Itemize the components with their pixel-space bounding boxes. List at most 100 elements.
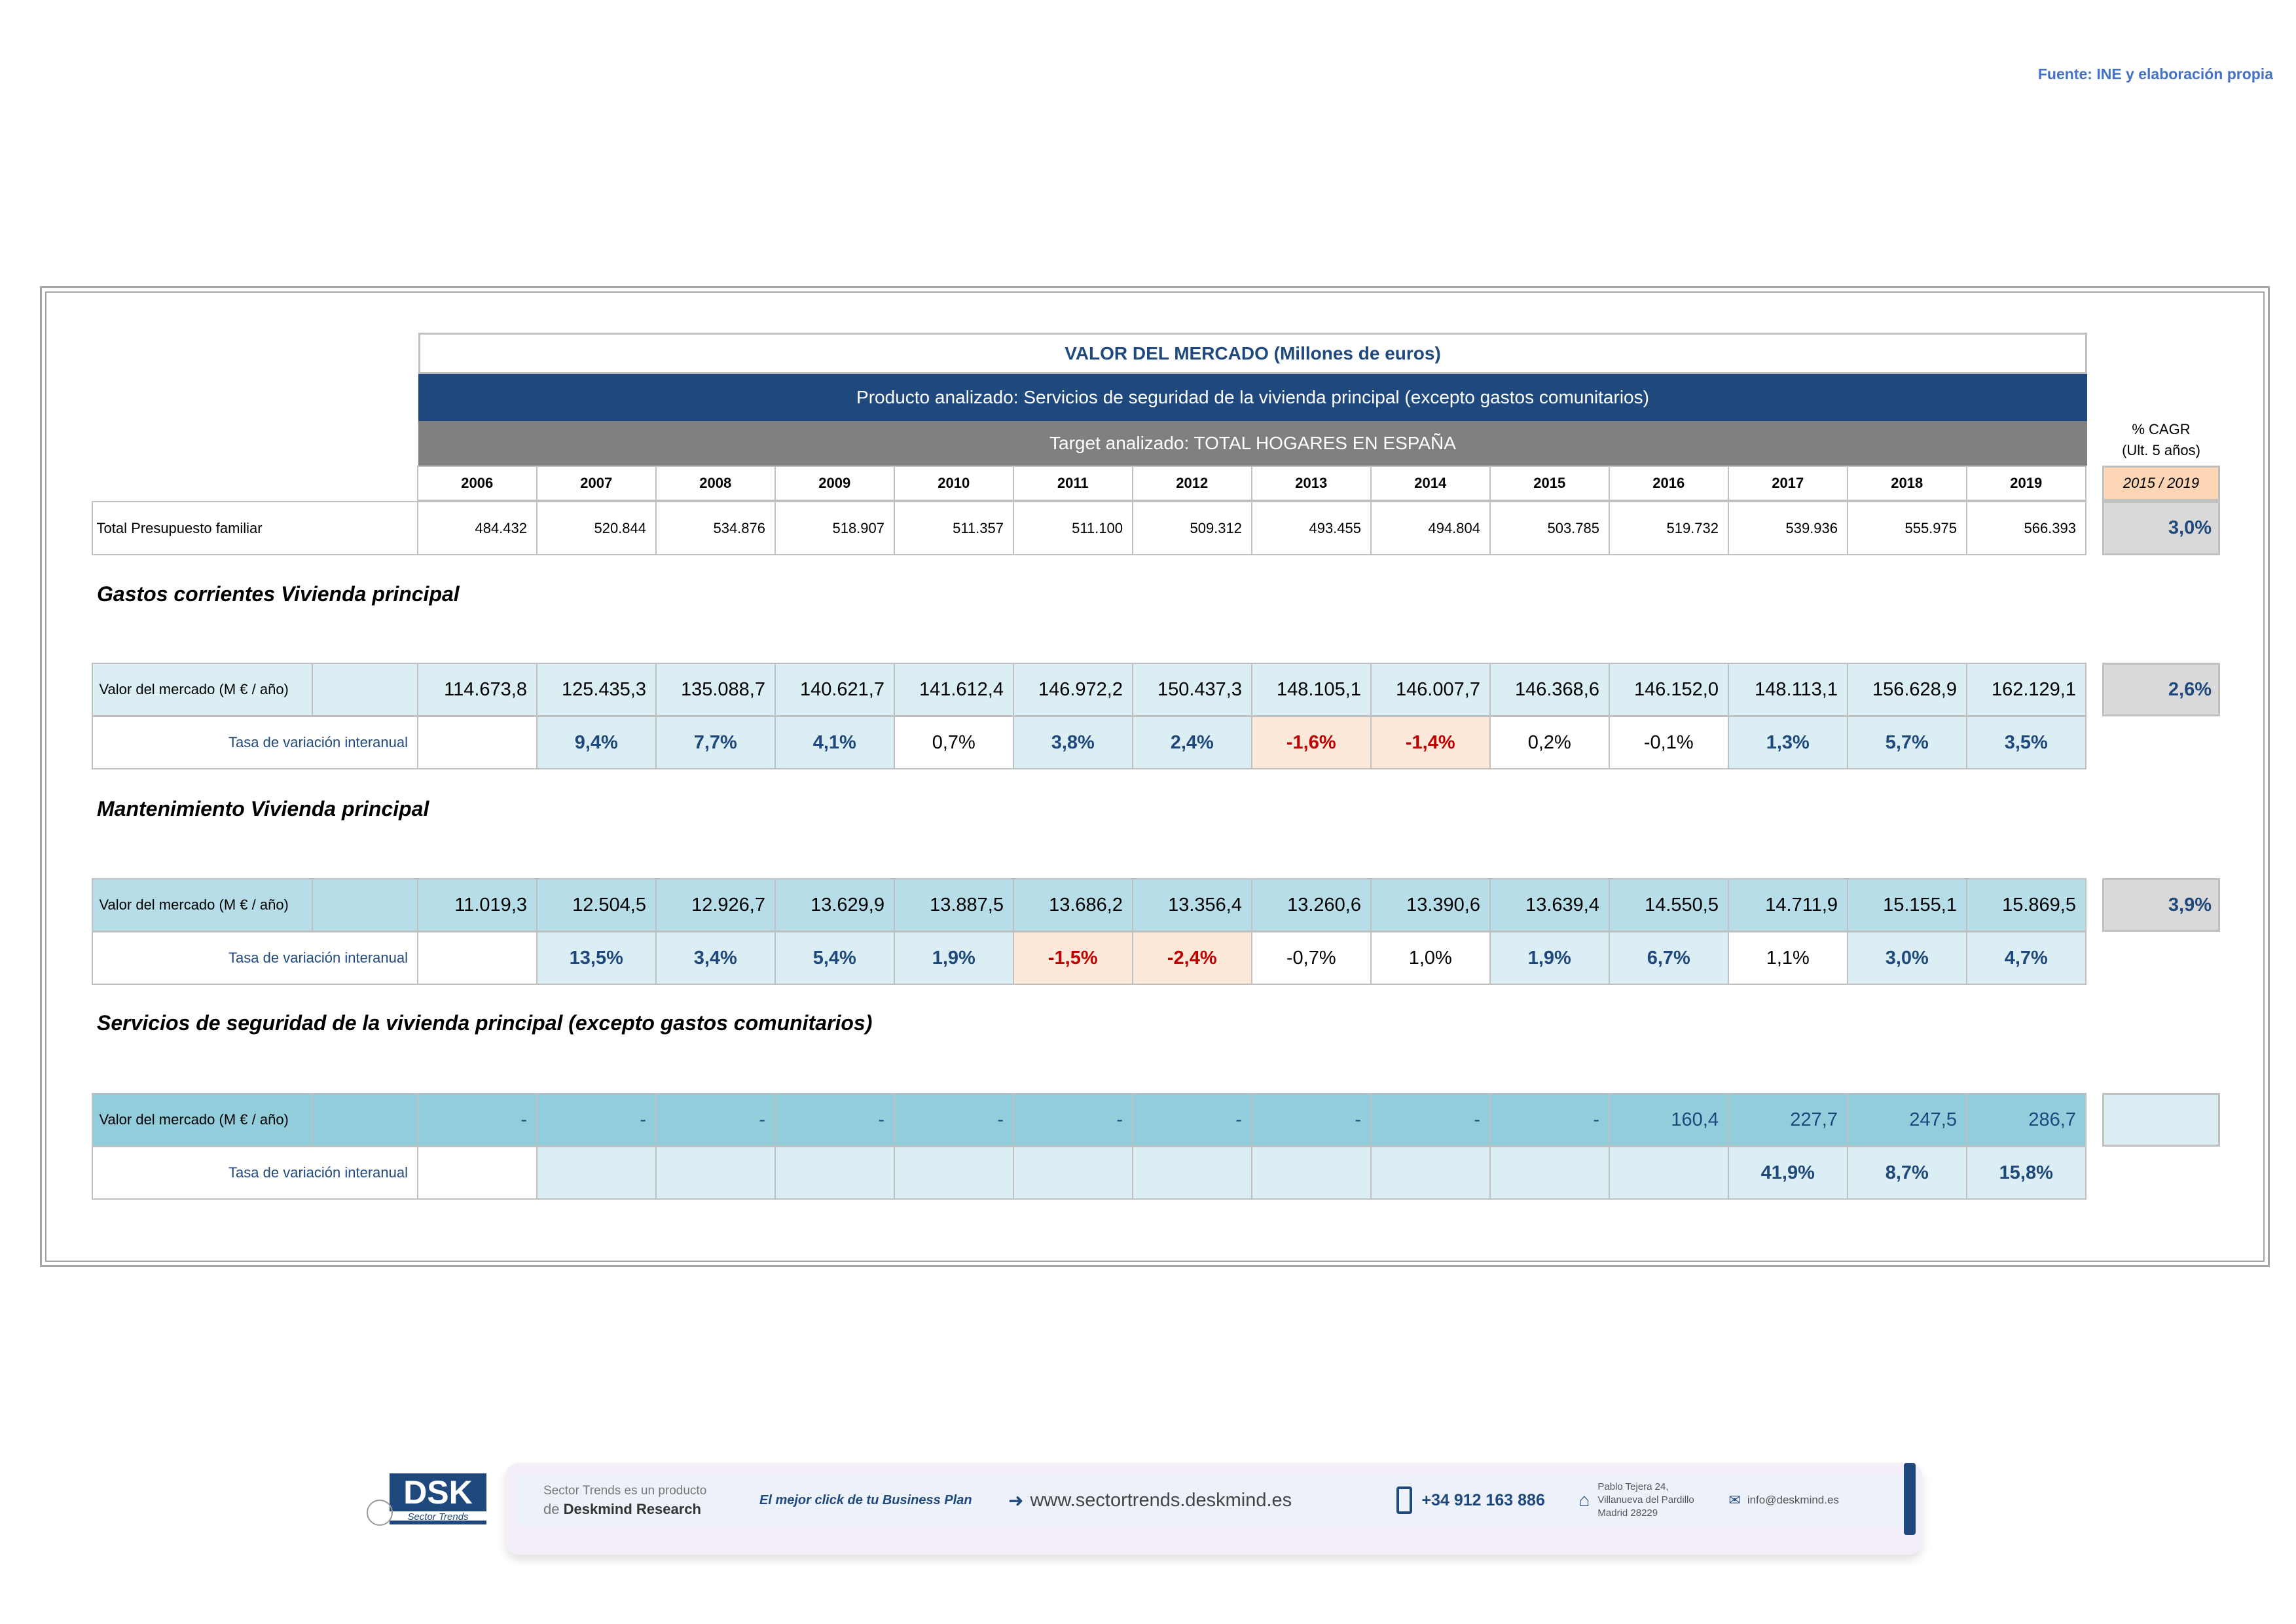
- table-cell: 125.435,3: [536, 663, 657, 716]
- table-cell: 2009: [774, 466, 895, 501]
- table-cell: -0,7%: [1250, 931, 1372, 985]
- table-cell: 520.844: [536, 501, 657, 555]
- table-cell: 503.785: [1489, 501, 1610, 555]
- table-cell: 566.393: [1965, 501, 2086, 555]
- table-cell: [1131, 1146, 1252, 1200]
- table-cell: 2011: [1012, 466, 1133, 501]
- table-cell: -: [655, 1093, 776, 1147]
- logo-mark: DSK: [390, 1473, 486, 1511]
- table-row: Tasa de variación interanual 41,9% 8,7% 15,…: [91, 1146, 2086, 1200]
- table-cell: -: [416, 1093, 538, 1147]
- table-cell: [1608, 1146, 1729, 1200]
- table-cell: 13.639,4: [1489, 878, 1610, 932]
- table-cell: 2008: [655, 466, 776, 501]
- table-cell: 511.357: [893, 501, 1014, 555]
- table-cell: 3,4%: [655, 931, 776, 985]
- table-cell: 1,1%: [1727, 931, 1848, 985]
- table-cell: 13.629,9: [774, 878, 895, 932]
- home-icon: ⌂: [1578, 1490, 1590, 1510]
- table-cell: 8,7%: [1846, 1146, 1967, 1200]
- table-cell: [774, 1146, 895, 1200]
- cagr-header: % CAGR (Ult. 5 años): [2102, 419, 2220, 461]
- table-cell: [416, 931, 538, 985]
- cagr-label: % CAGR: [2132, 421, 2191, 437]
- table-cell: -1,6%: [1250, 716, 1372, 769]
- table-cell: -: [536, 1093, 657, 1147]
- slogan: El mejor click de tu Business Plan: [759, 1492, 972, 1507]
- table-cell: 2006: [416, 466, 538, 501]
- website-link[interactable]: www.sectortrends.deskmind.es: [1030, 1489, 1292, 1511]
- table-cell: 162.129,1: [1965, 663, 2086, 716]
- dsk-logo: DSK Sector Trends: [367, 1473, 486, 1529]
- table-cell: 494.804: [1370, 501, 1491, 555]
- table-cell: -: [1250, 1093, 1372, 1147]
- table-cell: 534.876: [655, 501, 776, 555]
- table-cell: 140.621,7: [774, 663, 895, 716]
- table-cell: 146.972,2: [1012, 663, 1133, 716]
- table-frame: [40, 286, 2270, 1267]
- product-banner: Producto analizado: Servicios de segurid…: [418, 374, 2087, 421]
- table-cell: Valor del mercado (M € / año): [91, 1093, 313, 1147]
- table-cell: 13.356,4: [1131, 878, 1252, 932]
- table-cell: [1370, 1146, 1491, 1200]
- table-cell: 1,0%: [1370, 931, 1491, 985]
- table-cell: 0,7%: [893, 716, 1014, 769]
- table-cell: -2,4%: [1131, 931, 1252, 985]
- table-cell: Valor del mercado (M € / año): [91, 878, 313, 932]
- table-cell: Tasa de variación interanual: [91, 1146, 418, 1200]
- table-row: Total Presupuesto familiar 484.432 520.844…: [91, 501, 2086, 555]
- table-cell: -0,1%: [1608, 716, 1729, 769]
- section-title: Servicios de seguridad de la vivienda pr…: [97, 1011, 873, 1035]
- table-cell: 12.504,5: [536, 878, 657, 932]
- table-cell: 13.686,2: [1012, 878, 1133, 932]
- table-row: Tasa de variación interanual 9,4% 7,7% 4,1%…: [91, 716, 2086, 769]
- table-cell: 160,4: [1608, 1093, 1729, 1147]
- table-cell: [1250, 1146, 1372, 1200]
- table-cell: 11.019,3: [416, 878, 538, 932]
- table-cell: 511.100: [1012, 501, 1133, 555]
- table-cell: 41,9%: [1727, 1146, 1848, 1200]
- table-cell: 3,0%: [1846, 931, 1967, 985]
- table-cell: -1,5%: [1012, 931, 1133, 985]
- phone-icon: [1396, 1486, 1413, 1514]
- table-title: VALOR DEL MERCADO (Millones de euros): [418, 333, 2087, 374]
- cagr-value: 2,6%: [2102, 663, 2220, 716]
- table-cell: -: [1131, 1093, 1252, 1147]
- logo-swoosh-icon: [367, 1500, 393, 1526]
- banner-accent: [1904, 1463, 1916, 1535]
- table-cell: 4,1%: [774, 716, 895, 769]
- table-cell: 2,4%: [1131, 716, 1252, 769]
- footer-banner: Sector Trends es un producto de Deskmind …: [505, 1463, 1922, 1555]
- table-cell: 2010: [893, 466, 1014, 501]
- table-cell: -1,4%: [1370, 716, 1491, 769]
- cagr-period: 2015 / 2019: [2102, 466, 2220, 501]
- table-cell: 2017: [1727, 466, 1848, 501]
- table-row: 2006 2007 2008 2009 2010 2011 2012 2013 2014 2015…: [416, 466, 2086, 501]
- table-row: Tasa de variación interanual 13,5% 3,4% 5,4…: [91, 931, 2086, 985]
- table-cell: 247,5: [1846, 1093, 1967, 1147]
- address-line: Madrid 28229: [1597, 1507, 1658, 1519]
- table-cell: [311, 878, 418, 932]
- table-cell: 146.007,7: [1370, 663, 1491, 716]
- table-cell: 3,8%: [1012, 716, 1133, 769]
- table-cell: 484.432: [416, 501, 538, 555]
- table-cell: 9,4%: [536, 716, 657, 769]
- table-cell: 518.907: [774, 501, 895, 555]
- table-cell: 2019: [1965, 466, 2086, 501]
- table-row: Valor del mercado (M € / año) - - - - - - - - - -1…: [91, 1093, 2086, 1147]
- email-link[interactable]: info@deskmind.es: [1747, 1494, 1839, 1506]
- table-cell: 509.312: [1131, 501, 1252, 555]
- table-cell: [1012, 1146, 1133, 1200]
- table-cell: 6,7%: [1608, 931, 1729, 985]
- table-cell: Valor del mercado (M € / año): [91, 663, 313, 716]
- banner-line1: Sector Trends es un producto: [543, 1484, 707, 1498]
- source-note: Fuente: INE y elaboración propia: [2037, 65, 2273, 83]
- table-cell: 5,7%: [1846, 716, 1967, 769]
- banner-brand: Sector Trends es un producto de Deskmind …: [543, 1482, 759, 1519]
- table-cell: -: [1012, 1093, 1133, 1147]
- table-cell: Total Presupuesto familiar: [91, 501, 418, 555]
- table-cell: -: [774, 1093, 895, 1147]
- table-cell: 539.936: [1727, 501, 1848, 555]
- table-cell: 2013: [1250, 466, 1372, 501]
- table-cell: 555.975: [1846, 501, 1967, 555]
